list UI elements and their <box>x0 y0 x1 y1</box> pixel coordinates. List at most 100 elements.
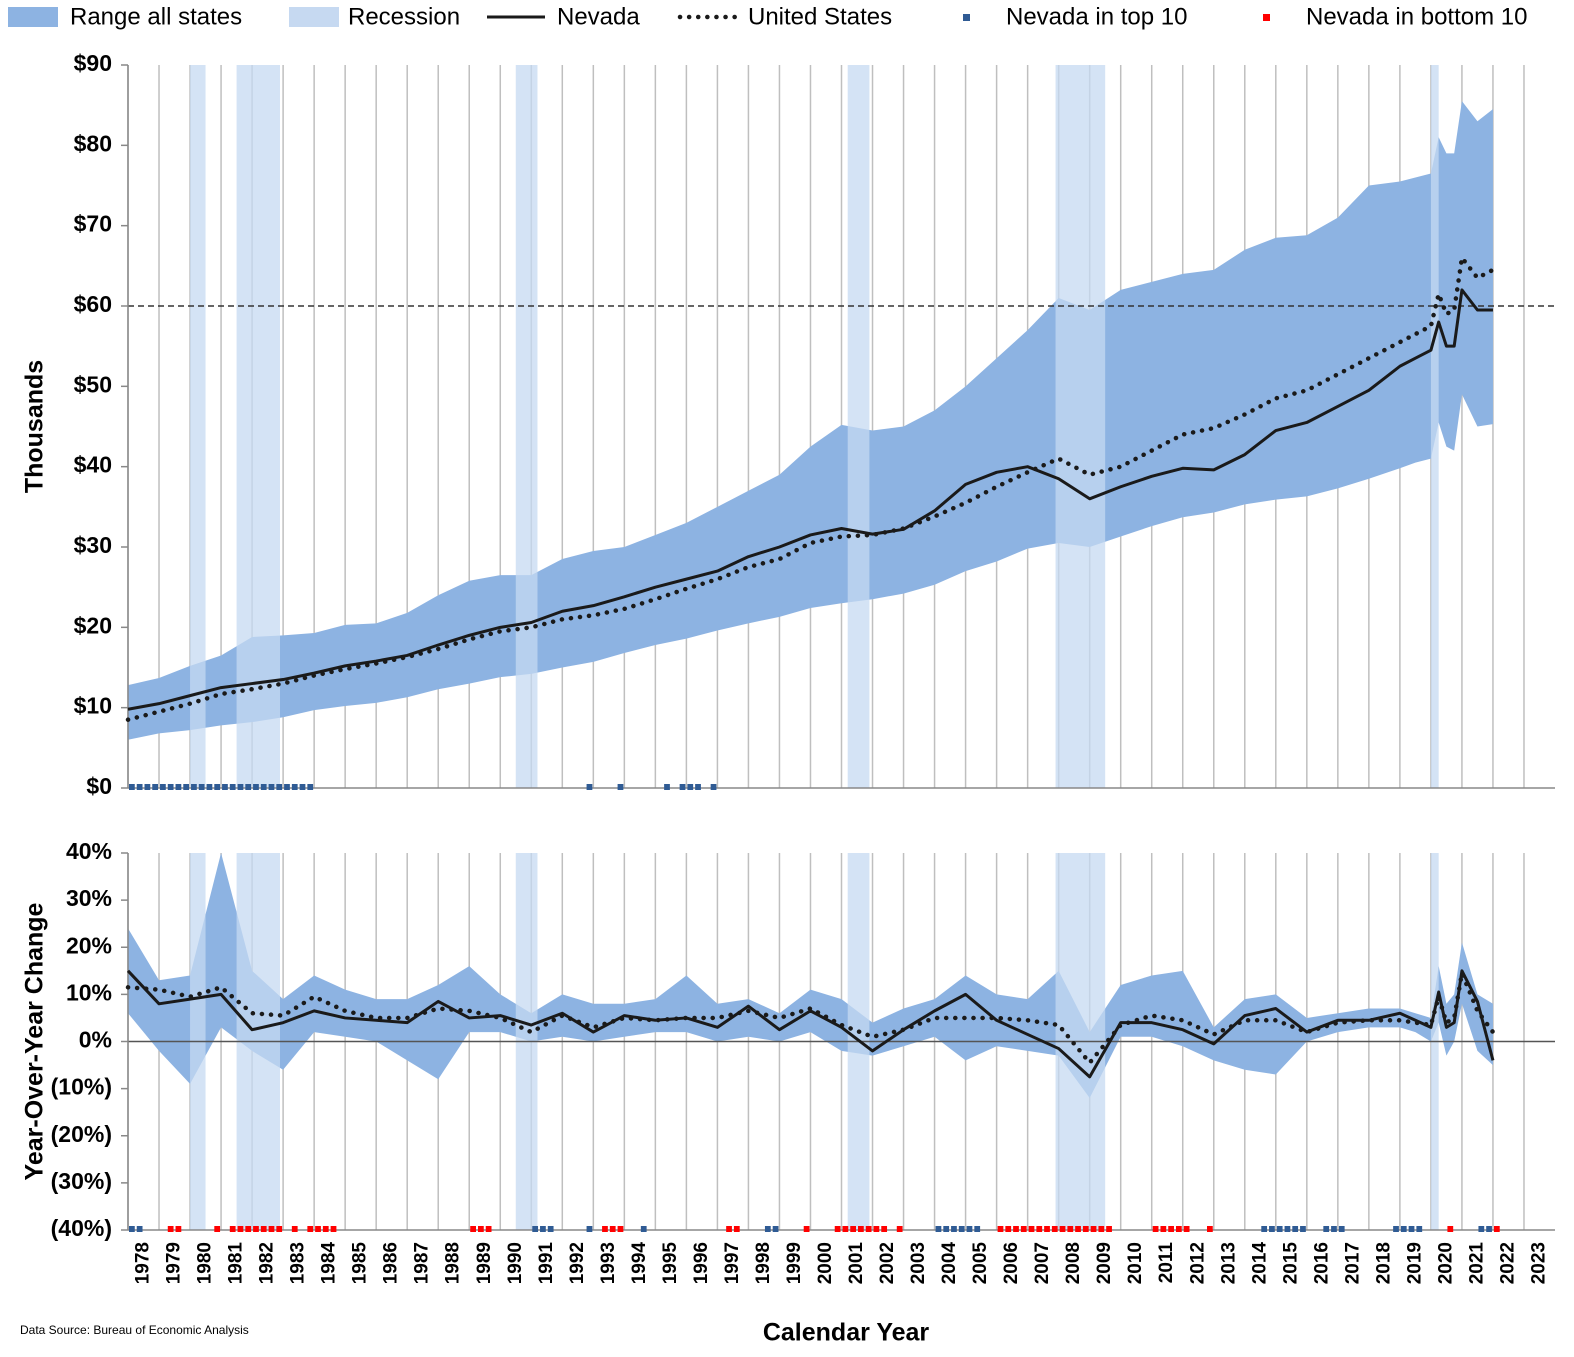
legend-label: Range all states <box>70 3 242 30</box>
rank-marker <box>1269 1226 1275 1232</box>
x-tick-label: 2005 <box>970 1242 991 1285</box>
rank-marker <box>315 1226 321 1232</box>
rank-marker <box>175 784 182 790</box>
series-line <box>126 969 1495 1079</box>
recession-band <box>1430 65 1439 788</box>
rank-marker <box>1261 1226 1268 1232</box>
rank-marker <box>1338 1226 1345 1232</box>
rank-marker <box>198 784 205 790</box>
legend-label: Recession <box>348 3 460 30</box>
x-tick-label: 2010 <box>1125 1242 1146 1284</box>
rank-marker <box>1175 1226 1182 1232</box>
x-axis-title: Calendar Year <box>763 1319 930 1347</box>
x-tick-label: 2013 <box>1218 1242 1239 1284</box>
y-tick-label: $30 <box>74 532 112 558</box>
rank-marker <box>260 1226 267 1232</box>
x-tick-label: 2006 <box>1001 1242 1022 1284</box>
rank-marker <box>1067 1226 1074 1232</box>
legend-marker <box>1263 14 1270 21</box>
y-tick-label: 10% <box>66 979 112 1005</box>
source-note: Data Source: Bureau of Economic Analysis <box>20 1323 249 1337</box>
rank-marker <box>253 784 259 790</box>
rank-marker <box>144 784 151 790</box>
y-tick-label: $20 <box>74 612 112 638</box>
y-tick-label: 30% <box>66 885 112 911</box>
legend-marker <box>963 14 970 21</box>
rank-marker <box>1152 1226 1159 1232</box>
rank-marker <box>617 784 624 790</box>
rank-marker <box>245 1226 252 1232</box>
rank-marker <box>1493 1226 1500 1232</box>
rank-marker <box>1300 1226 1306 1232</box>
x-tick-label: 1988 <box>443 1242 464 1284</box>
rank-marker <box>1160 1226 1167 1232</box>
rank-marker <box>951 1226 957 1232</box>
y-tick-label: $10 <box>74 693 112 719</box>
rank-marker <box>330 1226 337 1232</box>
rank-marker <box>152 784 159 790</box>
x-tick-label: 2004 <box>939 1242 960 1285</box>
y-axis-title: Thousands <box>21 360 49 493</box>
rank-marker <box>858 1226 864 1232</box>
rank-marker <box>291 784 298 790</box>
rank-marker <box>1408 1226 1415 1232</box>
rank-marker <box>540 1226 546 1232</box>
x-tick-label: 1978 <box>133 1242 154 1284</box>
rank-marker <box>881 1226 888 1232</box>
rank-marker <box>1478 1226 1485 1232</box>
rank-marker <box>1044 1226 1050 1232</box>
recession-band <box>847 65 870 788</box>
rank-marker <box>222 784 228 790</box>
x-tick-label: 2011 <box>1156 1242 1177 1284</box>
x-tick-label: 1992 <box>567 1242 588 1284</box>
plot-1: (40%) (30%) (20%) (10%) 0% 10% 20% 30% 40% Year-O… <box>20 838 1555 1347</box>
x-tick-label: 1984 <box>319 1242 340 1285</box>
x-tick-label: 1994 <box>629 1242 650 1285</box>
rank-marker <box>609 1226 616 1232</box>
rank-marker <box>602 1226 608 1232</box>
y-tick-label: $40 <box>74 452 112 478</box>
rank-marker <box>1183 1226 1190 1232</box>
x-tick-label: 2002 <box>877 1242 898 1284</box>
rank-marker <box>136 784 143 790</box>
y-tick-label: 0% <box>79 1027 112 1053</box>
rank-marker <box>1106 1226 1112 1232</box>
x-tick-label: 1998 <box>753 1242 774 1284</box>
rank-marker <box>935 1226 942 1232</box>
rank-marker <box>764 1226 771 1232</box>
rank-marker <box>237 1226 244 1232</box>
rank-marker <box>1292 1226 1299 1232</box>
rank-marker <box>276 784 283 790</box>
rank-marker <box>136 1226 143 1232</box>
rank-marker <box>1486 1226 1492 1232</box>
y-tick-label: (10%) <box>51 1074 112 1100</box>
legend-swatch <box>289 7 339 27</box>
rank-marker <box>834 1226 841 1232</box>
rank-marker <box>167 1226 174 1232</box>
x-tick-label: 2000 <box>815 1242 836 1284</box>
y-tick-label: $50 <box>74 371 112 397</box>
rank-marker <box>477 1226 484 1232</box>
rank-marker <box>958 1226 965 1232</box>
x-tick-label: 1996 <box>691 1242 712 1284</box>
rank-marker <box>1059 1226 1066 1232</box>
rank-marker <box>470 1226 476 1232</box>
rank-marker <box>733 1226 740 1232</box>
rank-marker <box>1400 1226 1407 1232</box>
x-tick-label: 1990 <box>505 1242 526 1284</box>
rank-marker <box>1207 1226 1213 1232</box>
rank-marker <box>586 784 593 790</box>
rank-marker <box>1284 1226 1291 1232</box>
rank-marker <box>1323 1226 1330 1232</box>
rank-marker <box>842 1226 849 1232</box>
legend-label: Nevada <box>557 3 640 30</box>
y-tick-label: $60 <box>74 291 112 317</box>
rank-marker <box>253 1226 259 1232</box>
rank-marker <box>268 1226 275 1232</box>
x-tick-label: 2019 <box>1404 1242 1425 1284</box>
rank-marker <box>214 784 221 790</box>
x-tick-label: 1991 <box>536 1242 557 1285</box>
legend: Range all states Recession Nevada United St… <box>8 3 1527 30</box>
rank-marker <box>485 1226 492 1232</box>
